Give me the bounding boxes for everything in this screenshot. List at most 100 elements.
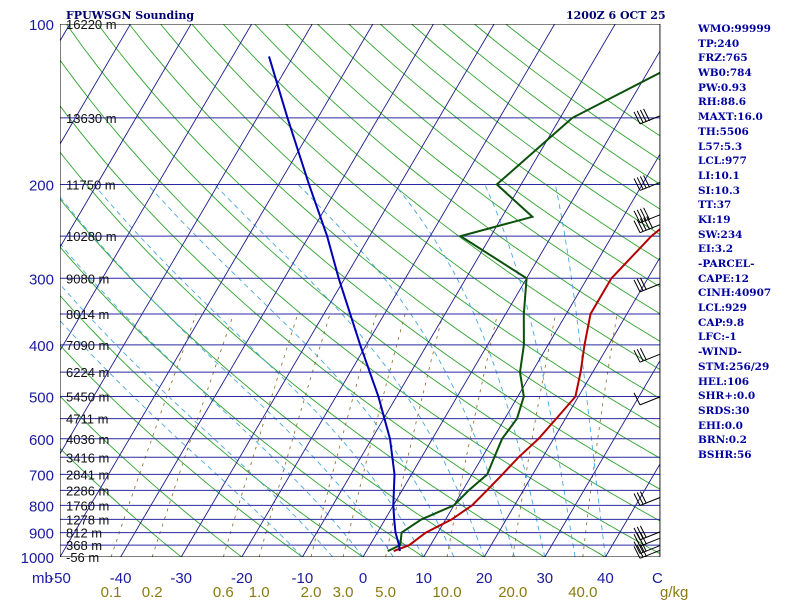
mixing-ratio-line: [512, 313, 556, 557]
index-item: TH:5506: [698, 125, 749, 138]
wind-barb-flag: [633, 527, 641, 541]
temperature-tick-label: -10: [292, 570, 314, 587]
isotherm: [423, 153, 660, 557]
wind-barb-flag: [639, 544, 647, 557]
index-item: CINH:40907: [698, 287, 772, 300]
pressure-tick-label: 900: [29, 526, 54, 543]
isotherm: [60, 24, 192, 249]
index-item: -WIND-: [698, 346, 742, 359]
sounding-indices: WMO:99999 TP:240 FRZ:765 WB0:784 PW:0.93 RH:8…: [698, 22, 798, 463]
mixing-ratio-line: [151, 313, 234, 557]
wind-barb-flag: [636, 219, 644, 232]
wind-barb-flag: [643, 207, 651, 221]
isotherm: [362, 50, 660, 557]
height-label: 2841 m: [66, 467, 109, 482]
temperature-tick-label: -30: [170, 570, 192, 587]
mixing-ratio-label: 5.0: [375, 584, 396, 600]
index-item: CAPE:12: [698, 272, 749, 285]
height-label: 7090 m: [66, 338, 109, 353]
wind-barb-flag: [633, 392, 641, 406]
wind-barb-flag: [639, 277, 647, 291]
wind-barb-flag: [639, 347, 647, 361]
wind-barb-flag: [636, 492, 644, 505]
index-item: SHR+:0.0: [698, 390, 756, 403]
moist-adiabat: [214, 184, 485, 557]
pressure-tick-label: 200: [29, 177, 54, 194]
wind-barb-flag: [633, 279, 641, 293]
index-item: KI:19: [698, 213, 731, 226]
isotherm: [60, 24, 253, 352]
index-item: L57:5.3: [698, 140, 743, 153]
height-label: 11750 m: [66, 177, 116, 192]
index-item: STM:256/29: [698, 360, 770, 373]
wind-barb-flag: [636, 545, 644, 558]
isotherm: [302, 24, 616, 557]
wind-barb-flag: [633, 493, 641, 506]
dry-adiabat: [60, 59, 660, 555]
index-item: BRN:0.2: [698, 434, 747, 447]
height-label: 1278 m: [66, 512, 109, 527]
isotherm: [60, 24, 131, 145]
mixing-ratio-line: [385, 313, 444, 557]
height-label: 3416 m: [66, 450, 109, 465]
temperature-tick-label: 10: [415, 570, 432, 587]
temperature-tick-label: -40: [110, 570, 132, 587]
mixing-ratio-label: 3.0: [333, 584, 354, 600]
index-item: SW:234: [698, 228, 743, 241]
isotherm: [605, 463, 660, 557]
isotherm: [180, 24, 495, 557]
pressure-tick-label: 300: [29, 271, 54, 288]
dry-adiabats: [60, 24, 660, 557]
valid-time: 1200Z 6 OCT 25: [566, 9, 666, 22]
pressure-tick-label: 1000: [21, 550, 54, 567]
mixing-ratio-label: 0.1: [101, 584, 122, 600]
isotherm: [60, 24, 313, 455]
height-label: 9080 m: [66, 271, 109, 286]
index-item: CAP:9.8: [698, 316, 745, 329]
index-item: TP:240: [698, 37, 740, 50]
mixing-ratio-label: 20.0: [498, 584, 527, 600]
index-item: EI:3.2: [698, 243, 734, 256]
mixing-ratio-line: [258, 313, 331, 557]
mixing-ratio-line: [310, 313, 377, 557]
wind-barb-flag: [636, 278, 644, 292]
wind-barb-flag: [643, 175, 651, 188]
moist-adiabat: [297, 184, 515, 557]
wind-barb-flag: [633, 178, 641, 191]
mixing-ratio-lines: [110, 313, 618, 557]
height-label: 13630 m: [66, 111, 117, 126]
pressure-tick-label: 600: [29, 432, 54, 449]
height-label: 6224 m: [66, 365, 109, 380]
height-label: 1760 m: [66, 498, 109, 513]
wind-barb-flag: [636, 110, 644, 124]
wind-barb-flag: [639, 176, 647, 189]
moist-adiabat: [60, 283, 334, 557]
pressure-tick-label: 700: [29, 467, 54, 484]
mixing-ratio-label: 0.2: [142, 584, 163, 600]
wind-barb-flag: [633, 210, 641, 224]
wind-barb: [639, 396, 661, 406]
wind-barb-flag: [636, 177, 644, 190]
height-label: 10280 m: [66, 229, 117, 244]
isotherm: [241, 24, 556, 557]
index-item: -PARCEL-: [698, 258, 755, 270]
mixing-ratio-label: 0.6: [213, 584, 234, 600]
temperature-tick-label: 40: [597, 570, 614, 587]
wind-barb-flag: [633, 220, 641, 233]
mixing-ratio-label: 1.0: [249, 584, 270, 600]
index-item: TT:37: [698, 199, 732, 212]
wind-barb-flag: [636, 526, 644, 540]
mixing-ratio-line: [222, 313, 299, 557]
wind-barb-flag: [636, 209, 644, 223]
wind-barb-flag: [633, 546, 641, 559]
height-label: 16220 m: [66, 17, 117, 32]
wind-barb-flag: [639, 208, 647, 222]
mixing-ratio-label: 10.0: [432, 584, 461, 600]
parcel-line: [268, 56, 401, 552]
pressure-tick-label: 100: [29, 17, 54, 34]
chart-title: FPUWSGN Sounding: [66, 9, 195, 22]
dry-adiabat: [65, 24, 660, 522]
index-item: MAXT:16.0: [698, 111, 763, 124]
